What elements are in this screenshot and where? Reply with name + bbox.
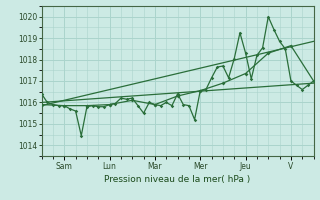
- X-axis label: Pression niveau de la mer( hPa ): Pression niveau de la mer( hPa ): [104, 175, 251, 184]
